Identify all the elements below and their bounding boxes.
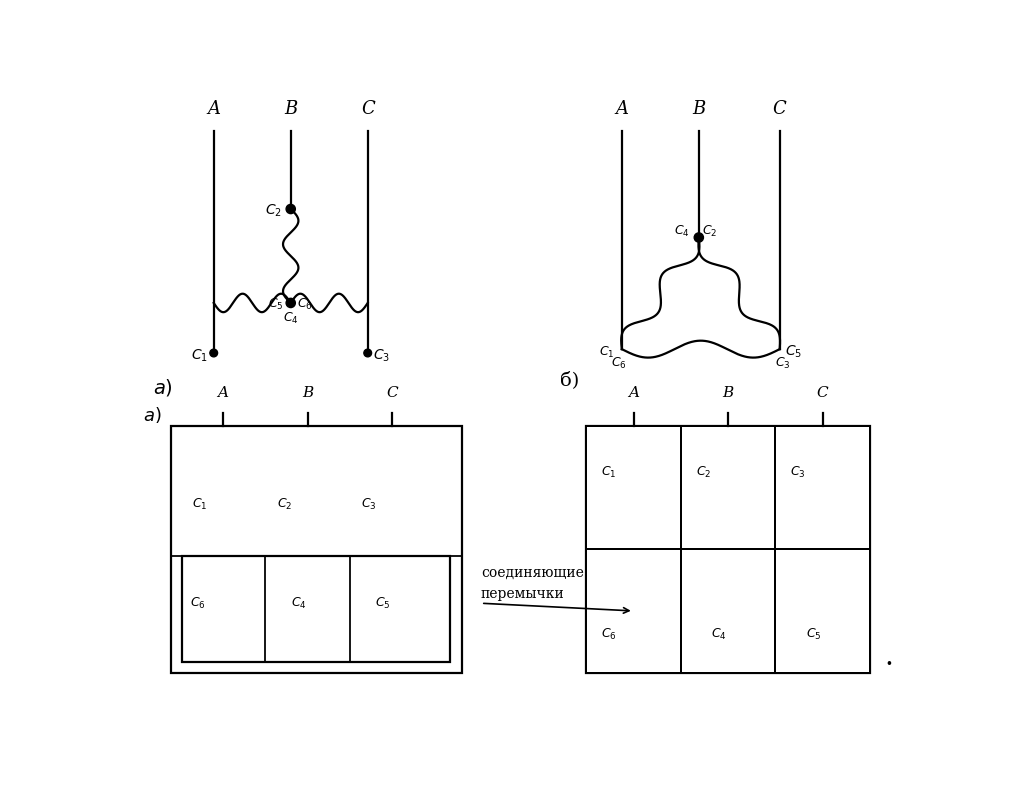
- Text: $C_6$: $C_6$: [297, 297, 312, 312]
- Text: $C_4$: $C_4$: [291, 596, 306, 611]
- Bar: [171, 426, 462, 672]
- Bar: [681, 426, 775, 550]
- Text: $a)$: $a)$: [153, 377, 173, 398]
- Text: $C_1$: $C_1$: [191, 348, 208, 364]
- Text: $C_4$: $C_4$: [711, 626, 727, 642]
- Text: $C_1$: $C_1$: [193, 497, 208, 512]
- Text: B: B: [284, 100, 297, 118]
- Bar: [182, 555, 451, 662]
- Bar: [775, 426, 869, 550]
- Bar: [587, 550, 681, 672]
- Circle shape: [694, 233, 703, 242]
- Text: $C_3$: $C_3$: [775, 356, 791, 371]
- Bar: [775, 550, 869, 672]
- Text: $C_6$: $C_6$: [601, 626, 616, 642]
- Text: C: C: [773, 100, 786, 118]
- Text: A: A: [615, 100, 629, 118]
- Text: C: C: [817, 386, 828, 400]
- Circle shape: [286, 204, 295, 214]
- Text: $C_1$: $C_1$: [599, 345, 614, 360]
- Bar: [681, 550, 775, 672]
- Text: $C_5$: $C_5$: [785, 344, 802, 360]
- Text: $a)$: $a)$: [143, 405, 162, 425]
- Text: $C_1$: $C_1$: [601, 465, 616, 480]
- Text: б): б): [560, 371, 580, 389]
- Text: $C_3$: $C_3$: [791, 465, 806, 480]
- Text: B: B: [723, 386, 734, 400]
- Text: $C_5$: $C_5$: [267, 297, 283, 312]
- Text: A: A: [217, 386, 228, 400]
- Text: $C_2$: $C_2$: [265, 202, 283, 219]
- Text: соединяющие: соединяющие: [481, 565, 584, 580]
- Text: $C_6$: $C_6$: [611, 356, 627, 371]
- Text: B: B: [302, 386, 313, 400]
- Bar: [587, 426, 869, 672]
- Text: $C_2$: $C_2$: [701, 224, 717, 239]
- Text: $C_5$: $C_5$: [376, 596, 391, 611]
- Text: A: A: [207, 100, 220, 118]
- Circle shape: [210, 349, 217, 357]
- Text: C: C: [360, 100, 375, 118]
- Circle shape: [364, 349, 372, 357]
- Text: $C_2$: $C_2$: [695, 465, 711, 480]
- Text: перемычки: перемычки: [481, 587, 564, 601]
- Text: $C_6$: $C_6$: [190, 596, 206, 611]
- Text: C: C: [386, 386, 398, 400]
- Text: $C_4$: $C_4$: [283, 310, 299, 326]
- Text: .: .: [885, 644, 894, 671]
- Text: $C_2$: $C_2$: [276, 497, 292, 512]
- Circle shape: [286, 299, 295, 307]
- Text: $C_3$: $C_3$: [373, 348, 390, 364]
- Text: B: B: [692, 100, 706, 118]
- Bar: [587, 426, 681, 550]
- Text: $C_4$: $C_4$: [674, 224, 690, 239]
- Text: $C_3$: $C_3$: [361, 497, 377, 512]
- Text: $C_5$: $C_5$: [806, 626, 821, 642]
- Text: A: A: [628, 386, 639, 400]
